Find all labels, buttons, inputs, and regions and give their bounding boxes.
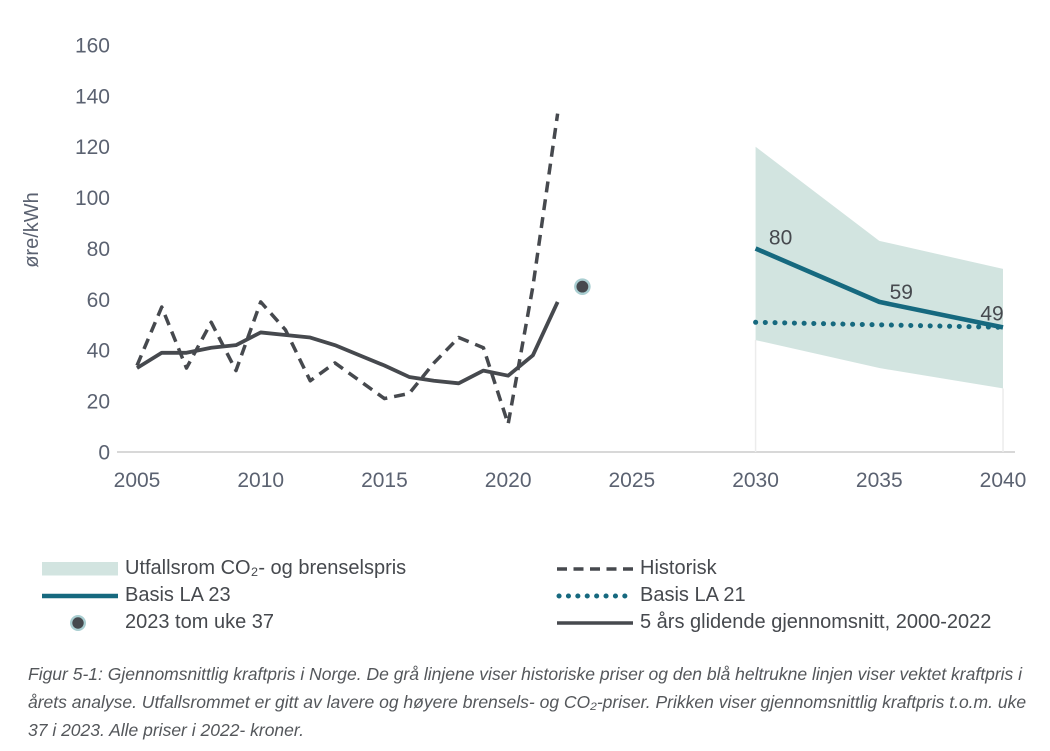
chart-legend: Utfallsrom CO₂- og brenselspris Basis LA… bbox=[40, 555, 1048, 636]
legend-label-utfallsrom: Utfallsrom CO₂- og brenselspris bbox=[125, 557, 407, 579]
y-tick-label: 120 bbox=[75, 136, 110, 159]
x-tick-label: 2040 bbox=[980, 469, 1027, 492]
y-tick-label: 160 bbox=[75, 34, 110, 57]
series-basis-la-21 bbox=[753, 319, 1006, 330]
y-tick-label: 20 bbox=[87, 391, 110, 414]
y-tick-label: 140 bbox=[75, 85, 110, 108]
series-5-rs-glidende-gjennomsnitt-2000-2022 bbox=[136, 301, 560, 386]
y-axis-title: øre/kWh bbox=[21, 192, 43, 268]
legend-left-column: Utfallsrom CO₂- og brenselspris Basis LA… bbox=[40, 555, 555, 636]
legend-right-column: Historisk Basis LA 21 5 års glidende gje… bbox=[555, 555, 1048, 636]
x-tick-label: 2025 bbox=[609, 469, 656, 492]
legend-item-basis-la23: Basis LA 23 bbox=[40, 582, 555, 609]
value-label-80: 80 bbox=[769, 226, 792, 249]
price-dot-2023 bbox=[576, 280, 589, 293]
x-tick-label: 2030 bbox=[732, 469, 779, 492]
legend-item-utfallsrom: Utfallsrom CO₂- og brenselspris bbox=[40, 555, 555, 582]
figure-caption: Figur 5-1: Gjennomsnittlig kraftpris i N… bbox=[28, 664, 1027, 740]
x-tick-label: 2015 bbox=[361, 469, 408, 492]
legend-label-2023-dot: 2023 tom uke 37 bbox=[125, 611, 274, 633]
legend-item-glidende-gjennomsnitt: 5 års glidende gjennomsnitt, 2000-2022 bbox=[555, 609, 1048, 636]
y-tick-label: 60 bbox=[87, 289, 110, 312]
y-tick-label: 0 bbox=[98, 442, 110, 465]
value-label-59: 59 bbox=[890, 281, 913, 304]
uncertainty-band bbox=[755, 146, 1004, 389]
dashed-line-swatch-icon bbox=[557, 566, 633, 571]
value-label-49: 49 bbox=[980, 302, 1003, 325]
legend-label-basis-la23: Basis LA 23 bbox=[125, 584, 231, 606]
x-tick-label: 2020 bbox=[485, 469, 532, 492]
series-basis-la-23 bbox=[754, 246, 1004, 330]
series-historisk bbox=[135, 113, 560, 426]
teal-line-swatch-icon bbox=[42, 593, 118, 598]
legend-item-historisk: Historisk bbox=[555, 555, 1048, 582]
legend-label-historisk: Historisk bbox=[640, 557, 717, 579]
legend-label-glidende-gjennomsnitt: 5 års glidende gjennomsnitt, 2000-2022 bbox=[640, 611, 992, 633]
price-chart: 0 20 40 60 80 100 120 140 160 2005 2010 2015 2020 202… bbox=[21, 34, 1027, 492]
gray-line-swatch-icon bbox=[557, 620, 633, 625]
dotted-line-swatch-icon bbox=[556, 593, 635, 598]
x-tick-label: 2005 bbox=[114, 469, 161, 492]
y-tick-label: 100 bbox=[75, 187, 110, 210]
y-tick-label: 40 bbox=[87, 340, 110, 363]
x-tick-label: 2035 bbox=[856, 469, 903, 492]
legend-label-basis-la21: Basis LA 21 bbox=[640, 584, 746, 606]
y-tick-label: 80 bbox=[87, 238, 110, 261]
legend-item-2023-dot: 2023 tom uke 37 bbox=[40, 609, 555, 636]
band-swatch-icon bbox=[42, 561, 118, 575]
legend-item-basis-la21: Basis LA 21 bbox=[555, 582, 1048, 609]
x-tick-label: 2010 bbox=[237, 469, 284, 492]
dot-swatch-icon bbox=[70, 614, 86, 631]
